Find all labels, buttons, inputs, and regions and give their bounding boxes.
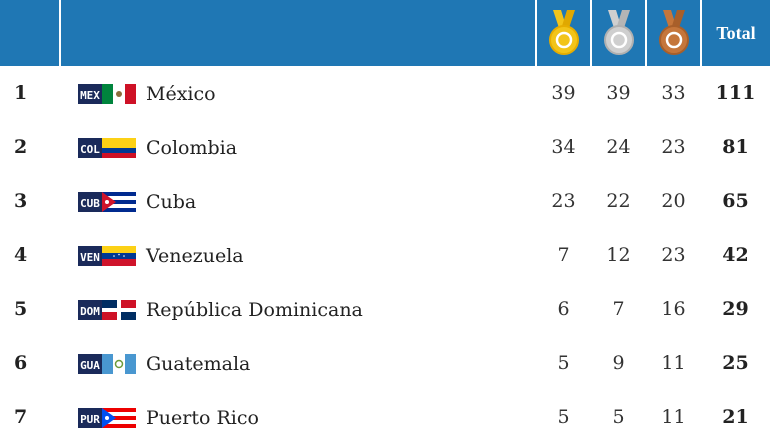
country-code: MEX bbox=[80, 89, 100, 102]
gold-count: 23 bbox=[551, 190, 576, 212]
gold-count: 5 bbox=[557, 352, 570, 374]
total-count: 42 bbox=[722, 244, 749, 266]
gold-count: 6 bbox=[557, 298, 570, 320]
venezuela-flag-icon: VEN bbox=[78, 245, 136, 266]
country-cell: DOM República Dominicana bbox=[60, 282, 536, 336]
cuba-flag-icon: CUB bbox=[78, 191, 136, 212]
country-cell: CUB Cuba bbox=[60, 174, 536, 228]
puerto-rico-flag-icon: PUR bbox=[78, 407, 136, 428]
country-code: VEN bbox=[80, 251, 100, 264]
silver-count: 7 bbox=[612, 298, 625, 320]
country-code: CUB bbox=[80, 197, 100, 210]
bronze-count: 11 bbox=[661, 352, 686, 374]
bronze-count: 23 bbox=[661, 244, 686, 266]
gold-count: 7 bbox=[557, 244, 570, 266]
total-count: 21 bbox=[722, 406, 749, 428]
dominican-republic-flag-icon: DOM bbox=[78, 299, 136, 320]
total-count: 25 bbox=[722, 352, 749, 374]
country-cell: GUA Guatemala bbox=[60, 336, 536, 390]
table-row: 7 PUR Puerto Rico 5 5 11 21 bbox=[0, 390, 770, 444]
bronze-count: 33 bbox=[661, 82, 686, 104]
country-name: Guatemala bbox=[146, 352, 251, 375]
bronze-header bbox=[646, 0, 702, 66]
gold-count: 39 bbox=[551, 82, 576, 104]
country-name: México bbox=[146, 82, 216, 105]
table-row: 4 VEN Venezuela 7 12 23 42 bbox=[0, 228, 770, 282]
rank-cell: 7 bbox=[14, 406, 28, 428]
country-code: PUR bbox=[80, 413, 100, 426]
rank-cell: 4 bbox=[14, 244, 28, 266]
country-code: GUA bbox=[80, 359, 100, 372]
rank-cell: 1 bbox=[14, 82, 28, 104]
bronze-count: 11 bbox=[661, 406, 686, 428]
country-code: COL bbox=[80, 143, 100, 156]
gold-medal-icon bbox=[548, 10, 579, 55]
rank-cell: 3 bbox=[14, 190, 28, 212]
rank-cell: 5 bbox=[14, 298, 28, 320]
silver-count: 5 bbox=[612, 406, 625, 428]
table-row: 2 COL Colombia 34 24 23 81 bbox=[0, 120, 770, 174]
bronze-count: 23 bbox=[661, 136, 686, 158]
table-row: 5 DOM República Dominicana 6 7 16 29 bbox=[0, 282, 770, 336]
gold-count: 34 bbox=[551, 136, 576, 158]
country-name: Colombia bbox=[146, 136, 238, 159]
total-header: Total bbox=[701, 0, 770, 66]
silver-count: 9 bbox=[612, 352, 625, 374]
total-count: 111 bbox=[715, 82, 756, 104]
total-count: 29 bbox=[722, 298, 749, 320]
country-cell: COL Colombia bbox=[60, 120, 536, 174]
bronze-medal-icon bbox=[658, 10, 689, 55]
rank-header bbox=[0, 0, 61, 66]
guatemala-flag-icon: GUA bbox=[78, 353, 136, 374]
colombia-flag-icon: COL bbox=[78, 137, 136, 158]
total-count: 65 bbox=[722, 190, 749, 212]
rank-cell: 6 bbox=[14, 352, 28, 374]
mexico-flag-icon: MEX bbox=[78, 83, 136, 104]
country-name: Cuba bbox=[146, 190, 197, 213]
silver-count: 39 bbox=[606, 82, 631, 104]
country-header bbox=[60, 0, 537, 66]
silver-count: 22 bbox=[606, 190, 631, 212]
silver-medal-icon bbox=[603, 10, 634, 55]
table-row: 1 MEX México 39 39 33 111 bbox=[0, 66, 770, 120]
bronze-count: 16 bbox=[661, 298, 686, 320]
country-cell: VEN Venezuela bbox=[60, 228, 536, 282]
bronze-count: 20 bbox=[661, 190, 686, 212]
table-row: 6 GUA Guatemala 5 9 11 25 bbox=[0, 336, 770, 390]
silver-count: 24 bbox=[606, 136, 631, 158]
gold-count: 5 bbox=[557, 406, 570, 428]
country-name: República Dominicana bbox=[146, 298, 363, 321]
header-row: Total bbox=[0, 0, 770, 66]
silver-count: 12 bbox=[606, 244, 631, 266]
rank-cell: 2 bbox=[14, 136, 28, 158]
country-name: Venezuela bbox=[146, 244, 244, 267]
country-cell: MEX México bbox=[60, 66, 536, 120]
country-code: DOM bbox=[80, 305, 100, 318]
table-row: 3 CUB Cuba 23 22 20 65 bbox=[0, 174, 770, 228]
gold-header bbox=[536, 0, 592, 66]
silver-header bbox=[591, 0, 647, 66]
total-count: 81 bbox=[722, 136, 749, 158]
country-name: Puerto Rico bbox=[146, 406, 259, 429]
country-cell: PUR Puerto Rico bbox=[60, 390, 536, 444]
